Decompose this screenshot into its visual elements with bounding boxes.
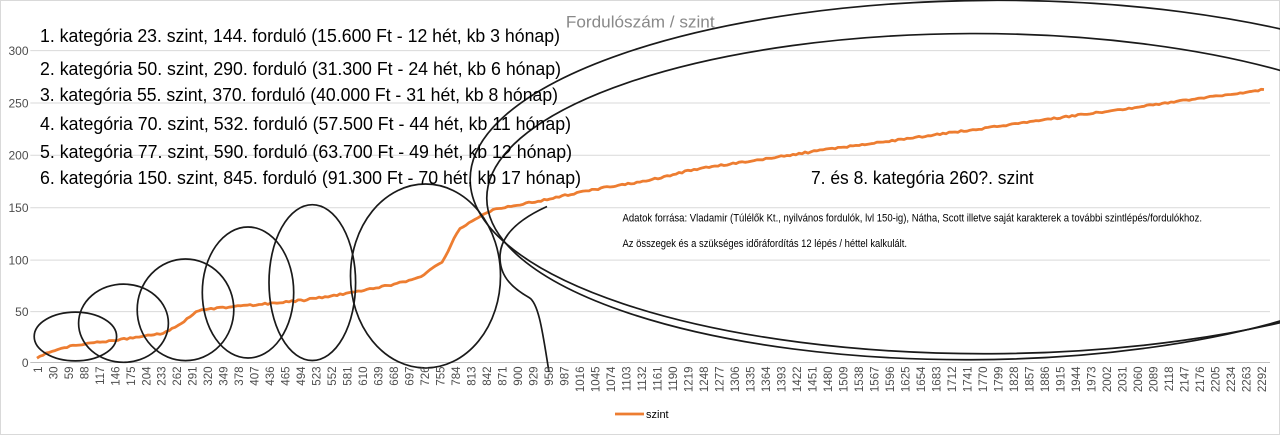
svg-text:1132: 1132: [637, 367, 649, 392]
svg-text:204: 204: [141, 366, 153, 386]
svg-text:523: 523: [312, 367, 324, 386]
svg-text:1045: 1045: [591, 367, 603, 393]
svg-text:929: 929: [529, 367, 541, 386]
svg-text:Az összegek és a szükséges idő: Az összegek és a szükséges időráfordítás…: [623, 238, 908, 250]
svg-text:200: 200: [8, 149, 28, 163]
svg-text:1944: 1944: [1071, 366, 1083, 392]
svg-text:1364: 1364: [761, 366, 773, 392]
svg-text:407: 407: [250, 367, 262, 386]
svg-text:2002: 2002: [1102, 367, 1114, 393]
svg-text:30: 30: [48, 367, 60, 380]
svg-text:1683: 1683: [931, 367, 943, 393]
svg-text:1103: 1103: [622, 367, 634, 392]
svg-text:100: 100: [8, 254, 28, 268]
svg-text:1074: 1074: [606, 366, 618, 392]
svg-text:1335: 1335: [746, 367, 758, 393]
svg-text:7. és 8. kategória 260?. szint: 7. és 8. kategória 260?. szint: [811, 168, 1034, 188]
svg-text:150: 150: [8, 201, 28, 215]
svg-text:581: 581: [343, 367, 355, 386]
svg-text:436: 436: [265, 367, 277, 386]
svg-text:175: 175: [126, 367, 138, 386]
svg-text:1886: 1886: [1040, 367, 1052, 393]
svg-text:639: 639: [374, 367, 386, 386]
svg-text:2205: 2205: [1210, 367, 1222, 393]
svg-text:1538: 1538: [854, 367, 866, 393]
svg-text:1741: 1741: [962, 367, 974, 393]
svg-text:842: 842: [482, 367, 494, 386]
svg-text:465: 465: [281, 367, 293, 386]
svg-text:726: 726: [420, 367, 432, 386]
svg-text:Adatok forrása: Vladamir (Túlé: Adatok forrása: Vladamir (Túlélők Kt., n…: [623, 213, 1203, 225]
svg-text:250: 250: [8, 96, 28, 110]
svg-text:320: 320: [203, 367, 215, 386]
svg-text:4. kategória 70. szint, 532. f: 4. kategória 70. szint, 532. forduló (57…: [40, 114, 571, 134]
svg-text:291: 291: [188, 367, 200, 386]
svg-text:1973: 1973: [1086, 367, 1098, 393]
svg-text:1828: 1828: [1009, 367, 1021, 393]
svg-text:813: 813: [467, 367, 479, 386]
svg-text:2292: 2292: [1257, 367, 1269, 393]
svg-text:494: 494: [296, 366, 308, 386]
svg-text:755: 755: [436, 367, 448, 386]
svg-text:1799: 1799: [993, 367, 1005, 393]
svg-text:2118: 2118: [1164, 367, 1176, 392]
svg-text:1596: 1596: [885, 367, 897, 393]
svg-text:0: 0: [22, 356, 29, 370]
svg-text:1277: 1277: [715, 367, 727, 393]
svg-text:958: 958: [544, 367, 556, 386]
svg-text:1393: 1393: [777, 367, 789, 393]
svg-text:1857: 1857: [1024, 367, 1036, 393]
svg-text:1422: 1422: [792, 367, 804, 393]
svg-text:610: 610: [358, 367, 370, 386]
svg-text:1190: 1190: [668, 367, 680, 392]
svg-text:3. kategória 55. szint, 370. f: 3. kategória 55. szint, 370. forduló (40…: [40, 85, 558, 105]
svg-text:1625: 1625: [900, 367, 912, 393]
svg-text:233: 233: [157, 367, 169, 386]
svg-text:900: 900: [513, 367, 525, 386]
svg-text:1. kategória 23. szint, 144. f: 1. kategória 23. szint, 144. forduló (15…: [40, 26, 560, 46]
svg-text:1248: 1248: [699, 367, 711, 393]
svg-text:668: 668: [389, 367, 401, 386]
svg-text:2. kategória 50. szint, 290. f: 2. kategória 50. szint, 290. forduló (31…: [40, 59, 561, 79]
svg-text:1567: 1567: [870, 367, 882, 393]
svg-text:349: 349: [219, 367, 231, 386]
svg-text:1509: 1509: [839, 367, 851, 393]
svg-text:2263: 2263: [1241, 367, 1253, 393]
svg-text:1: 1: [33, 367, 45, 373]
svg-text:784: 784: [451, 366, 463, 386]
svg-text:262: 262: [172, 367, 184, 386]
svg-text:2089: 2089: [1148, 367, 1160, 393]
svg-text:1712: 1712: [947, 367, 959, 393]
svg-text:378: 378: [234, 367, 246, 386]
svg-text:1654: 1654: [916, 366, 928, 392]
svg-text:1770: 1770: [978, 367, 990, 393]
svg-text:1915: 1915: [1055, 367, 1067, 393]
svg-text:59: 59: [64, 367, 76, 380]
svg-text:6. kategória 150. szint, 845.: 6. kategória 150. szint, 845. forduló (9…: [40, 168, 581, 188]
svg-text:Fordulószám / szint: Fordulószám / szint: [566, 13, 715, 32]
svg-text:szint: szint: [646, 409, 669, 421]
svg-text:2147: 2147: [1179, 367, 1191, 393]
svg-text:1306: 1306: [730, 367, 742, 393]
svg-text:1451: 1451: [808, 367, 820, 393]
svg-text:1016: 1016: [575, 367, 587, 393]
svg-text:2234: 2234: [1226, 366, 1238, 392]
svg-text:50: 50: [15, 305, 29, 319]
svg-text:697: 697: [405, 367, 417, 386]
svg-text:871: 871: [498, 367, 510, 386]
svg-text:1219: 1219: [684, 367, 696, 393]
svg-text:117: 117: [95, 367, 107, 385]
svg-text:552: 552: [327, 367, 339, 386]
svg-text:1480: 1480: [823, 367, 835, 393]
svg-text:300: 300: [8, 44, 28, 58]
svg-text:2176: 2176: [1195, 367, 1207, 393]
svg-text:88: 88: [79, 367, 91, 380]
svg-text:146: 146: [110, 367, 122, 386]
svg-text:1161: 1161: [653, 367, 665, 392]
svg-text:987: 987: [560, 367, 572, 386]
svg-text:5. kategória 77. szint, 590. f: 5. kategória 77. szint, 590. forduló (63…: [40, 142, 572, 162]
svg-text:2031: 2031: [1117, 367, 1129, 393]
svg-text:2060: 2060: [1133, 367, 1145, 393]
